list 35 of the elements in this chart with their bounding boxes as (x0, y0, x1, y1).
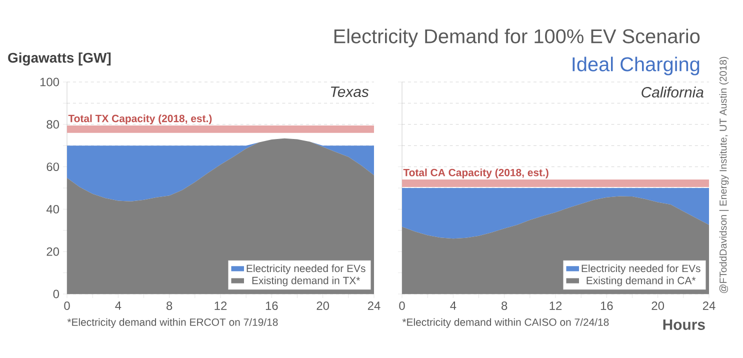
chart-title: Electricity Demand for 100% EV Scenario (334, 28, 700, 48)
x-tick-label: 4 (115, 302, 122, 310)
x-tick-label: 12 (214, 302, 227, 310)
series-label: Electricity needed for EVs (582, 264, 700, 274)
x-tick-label: 0 (64, 302, 70, 310)
x-tick-label: 16 (266, 302, 278, 310)
y-axis-title: Gigawatts [GW] (8, 52, 111, 66)
x-tick-label: 16 (600, 302, 613, 310)
x-tick-label: 8 (166, 302, 172, 310)
band-label: Total CA Capacity (2018, est.) (403, 168, 548, 178)
chart-subtitle: Ideal Charging (572, 56, 700, 76)
text: *Electricity demand within CAISO on 7/24/18 (402, 318, 609, 328)
x-tick-label: 8 (502, 302, 508, 310)
x-tick-label: 0 (399, 302, 405, 310)
y-tick-label: 40 (46, 204, 60, 214)
x-tick-label: 20 (652, 302, 664, 310)
series-label: Electricity needed for EVs (246, 264, 366, 274)
y-tick-label: 80 (46, 120, 60, 129)
text: @FToddDavidson | Energy Institute, UT Austin (2018) (719, 56, 729, 294)
x-tick-label: 24 (702, 302, 716, 310)
y-tick-label: 20 (46, 247, 60, 256)
x-axis-title: Hours (663, 320, 705, 330)
x-tick-label: 24 (368, 302, 380, 310)
y-tick-label: 0 (53, 290, 60, 298)
annotation: California (642, 86, 704, 98)
band-label: Total TX Capacity (2018, est.) (68, 114, 212, 124)
annotation: Texas (330, 86, 369, 97)
x-tick-label: 20 (316, 302, 330, 310)
series-label: Existing demand in CA* (586, 276, 696, 286)
y-tick-label: 100 (40, 78, 60, 86)
x-tick-label: 12 (550, 302, 562, 310)
series-label: Existing demand in TX* (252, 276, 360, 286)
y-tick-label: 60 (46, 162, 60, 172)
text: *Electricity demand within ERCOT on 7/19/18 (67, 318, 278, 328)
x-tick-label: 4 (450, 302, 456, 310)
